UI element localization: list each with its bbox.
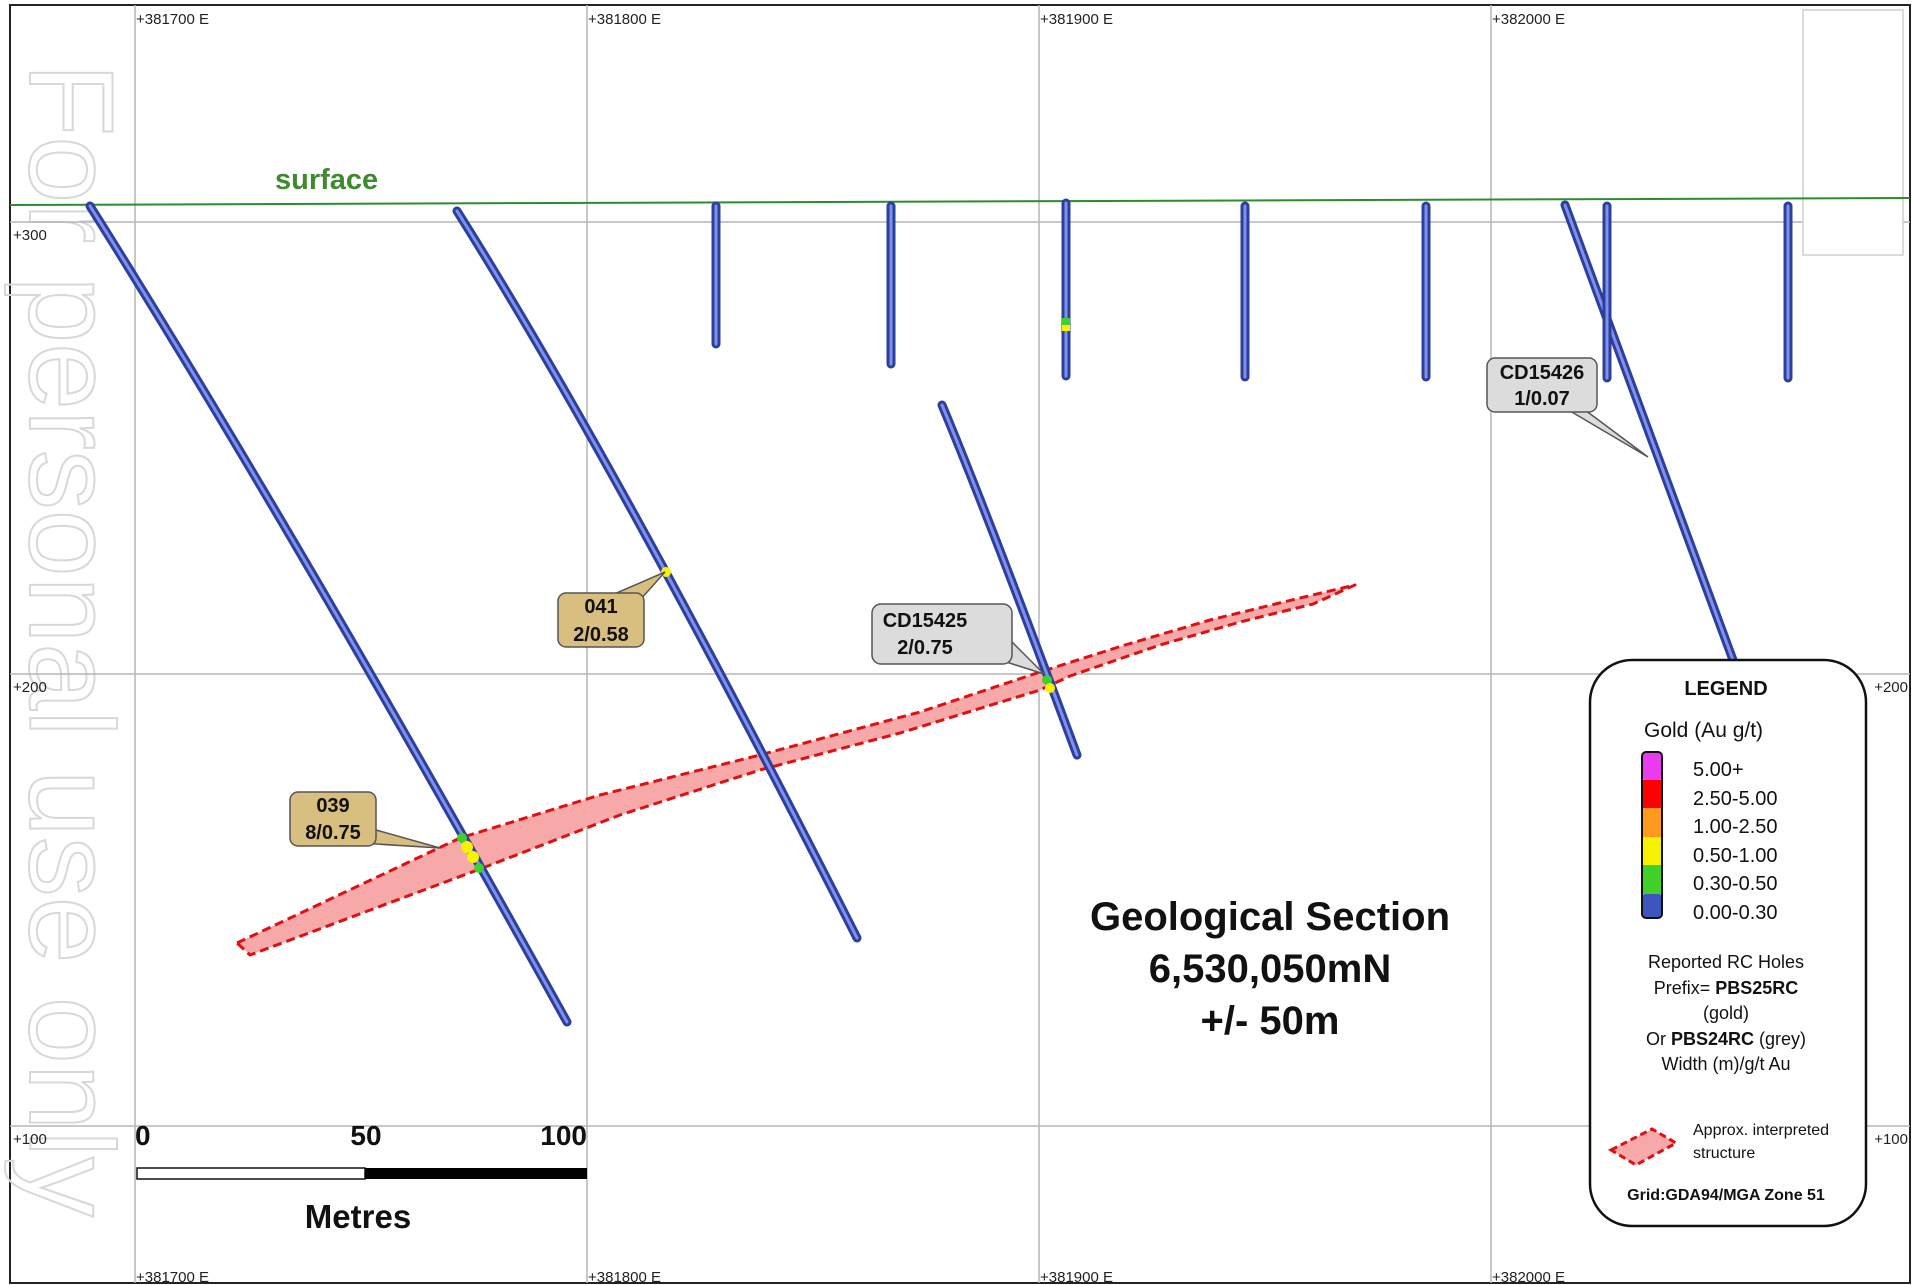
callout-box — [1486, 357, 1598, 413]
legend-reported-line: Prefix= PBS25RC — [1654, 978, 1799, 998]
legend-class-label: 0.30-0.50 — [1693, 873, 1778, 895]
callout-041: 041 2/0.58 — [557, 571, 666, 648]
surface-line — [9, 197, 1911, 206]
grade-interval — [1062, 325, 1070, 331]
grade-interval — [457, 833, 467, 843]
callout-hole-id: 041 — [584, 596, 617, 618]
section-title: Geological Section 6,530,050mN +/- 50m — [1090, 895, 1450, 1043]
scale-tick-50: 50 — [350, 1120, 381, 1151]
legend-title: LEGEND — [1684, 678, 1767, 700]
legend-reported-line: Reported RC Holes — [1648, 952, 1804, 972]
easting-label-top: +381900 E — [1040, 11, 1113, 28]
surface-label: surface — [275, 164, 378, 196]
legend-swatch — [1642, 865, 1662, 894]
callout-box — [289, 791, 377, 847]
legend-structure-swatch — [1607, 1127, 1680, 1167]
legend-reported-line: Width (m)/g/t Au — [1661, 1054, 1790, 1074]
callout-039: 039 8/0.75 — [289, 791, 441, 849]
callout-cd15425: CD15425 2/0.75 — [871, 603, 1045, 675]
callout-intercept: 1/0.07 — [1514, 388, 1570, 410]
interpreted-structure — [235, 583, 1357, 957]
inset-frame — [1802, 9, 1904, 256]
legend-subtitle: Gold (Au g/t) — [1644, 719, 1763, 742]
grade-interval — [474, 863, 484, 873]
easting-label-bottom: +381900 E — [1040, 1269, 1113, 1285]
callout-intercept: 8/0.75 — [305, 822, 361, 844]
callout-cd15426: CD15426 1/0.07 — [1486, 357, 1649, 458]
grade-interval — [461, 841, 473, 853]
legend-reported-line: (gold) — [1703, 1003, 1749, 1023]
easting-label-top: +382000 E — [1492, 11, 1565, 28]
grade-interval — [1042, 675, 1052, 685]
rl-label-right: +100 — [1874, 1131, 1908, 1148]
scale-tick-0: 0 — [135, 1120, 151, 1151]
legend-class-label: 0.00-0.30 — [1693, 902, 1778, 924]
legend-swatch — [1642, 808, 1662, 837]
easting-label-bottom: +381700 E — [136, 1269, 209, 1285]
legend-swatch — [1642, 894, 1662, 918]
grade-intervals — [457, 318, 1070, 873]
drill-hole-041-highlight — [455, 209, 859, 940]
easting-label-top: +381800 E — [588, 11, 661, 28]
scale-tick-100: 100 — [540, 1120, 587, 1151]
scale-bar-black-segment — [365, 1168, 587, 1179]
callout-box — [871, 603, 1013, 665]
drill-holes — [85, 198, 1793, 1027]
callout-hole-id: 039 — [316, 795, 349, 817]
scale-bar-white-segment — [136, 1167, 366, 1180]
legend-color-bar-outline — [1641, 751, 1663, 919]
rl-label-right: +200 — [1874, 679, 1908, 696]
grade-interval — [467, 851, 479, 863]
drill-hole-039-highlight — [88, 204, 569, 1024]
drill-hole-cd15425-highlight — [940, 403, 1079, 757]
easting-label-bottom: +381800 E — [588, 1269, 661, 1285]
rl-label-left: +300 — [13, 227, 47, 244]
legend-swatch — [1642, 837, 1662, 865]
callout-box — [557, 592, 645, 648]
legend-class-label: 2.50-5.00 — [1693, 788, 1778, 810]
easting-label-bottom: +382000 E — [1492, 1269, 1565, 1285]
legend-swatch — [1642, 780, 1662, 808]
callout-hole-id: CD15425 — [883, 610, 968, 632]
legend-reported-line: Or PBS24RC (grey) — [1646, 1029, 1806, 1049]
legend: LEGEND Gold (Au g/t) 5.00+ 2.50-5.00 1.0… — [1588, 658, 1868, 1228]
drill-hole-cd15426-highlight — [1563, 203, 1735, 662]
scale-bar: 0 50 100 Metres — [135, 1120, 587, 1235]
scale-unit: Metres — [305, 1198, 411, 1235]
legend-class-label: 0.50-1.00 — [1693, 845, 1778, 867]
grid-labels: +381700 E +381800 E +381900 E +382000 E … — [13, 11, 1908, 1285]
easting-label-top: +381700 E — [136, 11, 209, 28]
section-title-line2: 6,530,050mN — [1149, 947, 1391, 991]
legend-class-label: 5.00+ — [1693, 759, 1744, 781]
grade-interval — [1045, 683, 1055, 693]
grade-interval — [1062, 318, 1070, 325]
legend-color-bar — [1641, 751, 1663, 919]
legend-structure-label: Approx. interpreted — [1693, 1122, 1829, 1139]
section-title-line1: Geological Section — [1090, 895, 1450, 939]
legend-structure-label: structure — [1693, 1145, 1755, 1162]
legend-swatch — [1642, 752, 1662, 780]
legend-class-label: 1.00-2.50 — [1693, 816, 1778, 838]
callout-intercept: 2/0.58 — [573, 624, 629, 646]
legend-grid-note: Grid:GDA94/MGA Zone 51 — [1627, 1187, 1825, 1204]
rl-label-left: +200 — [13, 679, 47, 696]
section-title-line3: +/- 50m — [1201, 999, 1340, 1043]
callout-hole-id: CD15426 — [1500, 362, 1585, 384]
callout-intercept: 2/0.75 — [897, 637, 953, 659]
rl-label-left: +100 — [13, 1131, 47, 1148]
